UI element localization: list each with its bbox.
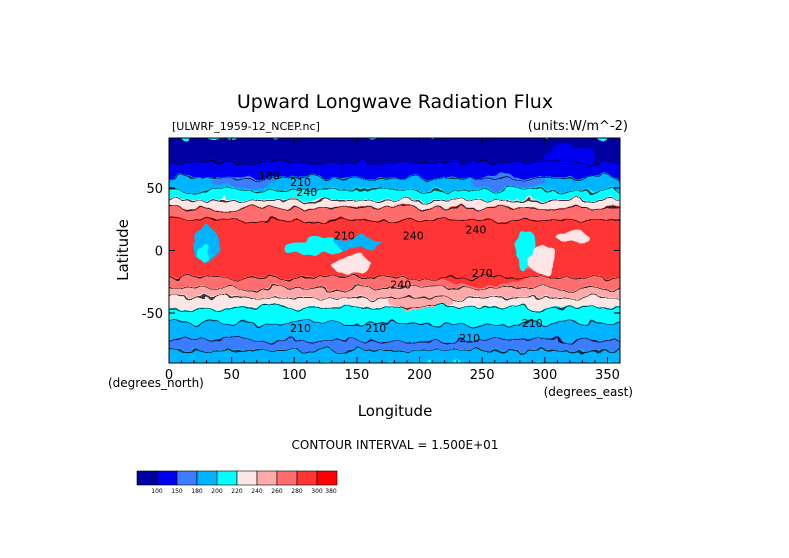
source-label: [ULWRF_1959-12_NCEP.nc]	[172, 120, 320, 133]
contour-label: 240	[403, 230, 424, 243]
field-patch	[212, 175, 276, 188]
field-patch	[529, 245, 555, 276]
contour-label: 210	[459, 332, 480, 345]
contour-label: 210	[522, 317, 543, 330]
colorbar: 100 150 180 200 220 240 260 280 300 380	[136, 470, 338, 495]
colorbar-swatch	[296, 470, 318, 486]
colorbar-label: 150	[171, 488, 183, 495]
colorbar-swatch	[176, 470, 198, 486]
units-label: (units:W/m^-2)	[528, 119, 628, 134]
contour-label: 240	[296, 186, 317, 199]
lat-band	[169, 219, 620, 279]
y-tick-label: 50	[146, 182, 163, 197]
lat-band	[169, 322, 620, 342]
lat-band	[169, 207, 620, 222]
y-tick-label: 0	[155, 245, 163, 260]
colorbar-label: 200	[211, 488, 223, 495]
field-patch	[544, 146, 595, 167]
colorbar-swatch	[216, 470, 238, 486]
contour-label: 270	[472, 267, 493, 280]
y-axis-label: Latitude	[114, 219, 132, 281]
lat-band	[169, 349, 620, 363]
colorbar-swatch	[276, 470, 298, 486]
contour-label: 210	[290, 322, 311, 335]
colorbar-swatch	[316, 470, 338, 486]
contour-interval: CONTOUR INTERVAL = 1.500E+01	[292, 438, 499, 452]
x-tick-label: 200	[407, 368, 432, 383]
x-tick-label: 0	[165, 368, 173, 383]
colorbar-label: 100	[151, 488, 163, 495]
chart-title: Upward Longwave Radiation Flux	[237, 91, 553, 113]
x-tick-label: 350	[595, 368, 620, 383]
lat-band	[169, 189, 620, 202]
colorbar-label: 380	[325, 488, 337, 495]
lat-band	[169, 339, 620, 352]
field-patch	[331, 255, 370, 276]
colorbar-label: 280	[291, 488, 303, 495]
contour-label: 210	[290, 176, 311, 189]
y-unit-label: (degrees_north)	[108, 376, 204, 390]
colorbar-swatch	[136, 470, 158, 486]
field-patch	[331, 236, 382, 250]
lat-band	[169, 199, 620, 209]
field-patch	[388, 290, 451, 311]
contour-label: 210	[334, 230, 355, 243]
contour-label: 210	[365, 322, 386, 335]
y-tick-label: -50	[142, 307, 163, 322]
lat-band	[169, 287, 620, 299]
x-tick-label: 250	[470, 368, 495, 383]
colorbar-label: 300	[311, 488, 323, 495]
x-tick-label: 50	[223, 368, 240, 383]
x-axis-label: Longitude	[358, 402, 433, 420]
colorbar-label: 240	[251, 488, 263, 495]
colorbar-swatch	[256, 470, 278, 486]
colorbar-label: 180	[191, 488, 203, 495]
x-tick-label: 150	[345, 368, 370, 383]
contour-label: 240	[390, 278, 411, 291]
field-patch	[558, 231, 594, 245]
x-unit-label: (degrees_east)	[544, 385, 633, 399]
field-patch	[197, 245, 211, 261]
contour-label: 240	[465, 223, 486, 236]
x-tick-label: 100	[282, 368, 307, 383]
colorbar-swatch	[156, 470, 178, 486]
lat-band	[169, 307, 620, 324]
colorbar-label: 260	[271, 488, 283, 495]
x-tick-label: 300	[532, 368, 557, 383]
field-patch	[425, 245, 539, 286]
field-patch	[285, 238, 341, 256]
colorbar-label: 220	[231, 488, 243, 495]
colorbar-swatch	[236, 470, 258, 486]
colorbar-swatch	[196, 470, 218, 486]
field-patch	[469, 174, 545, 190]
contour-label: 180	[259, 170, 280, 183]
